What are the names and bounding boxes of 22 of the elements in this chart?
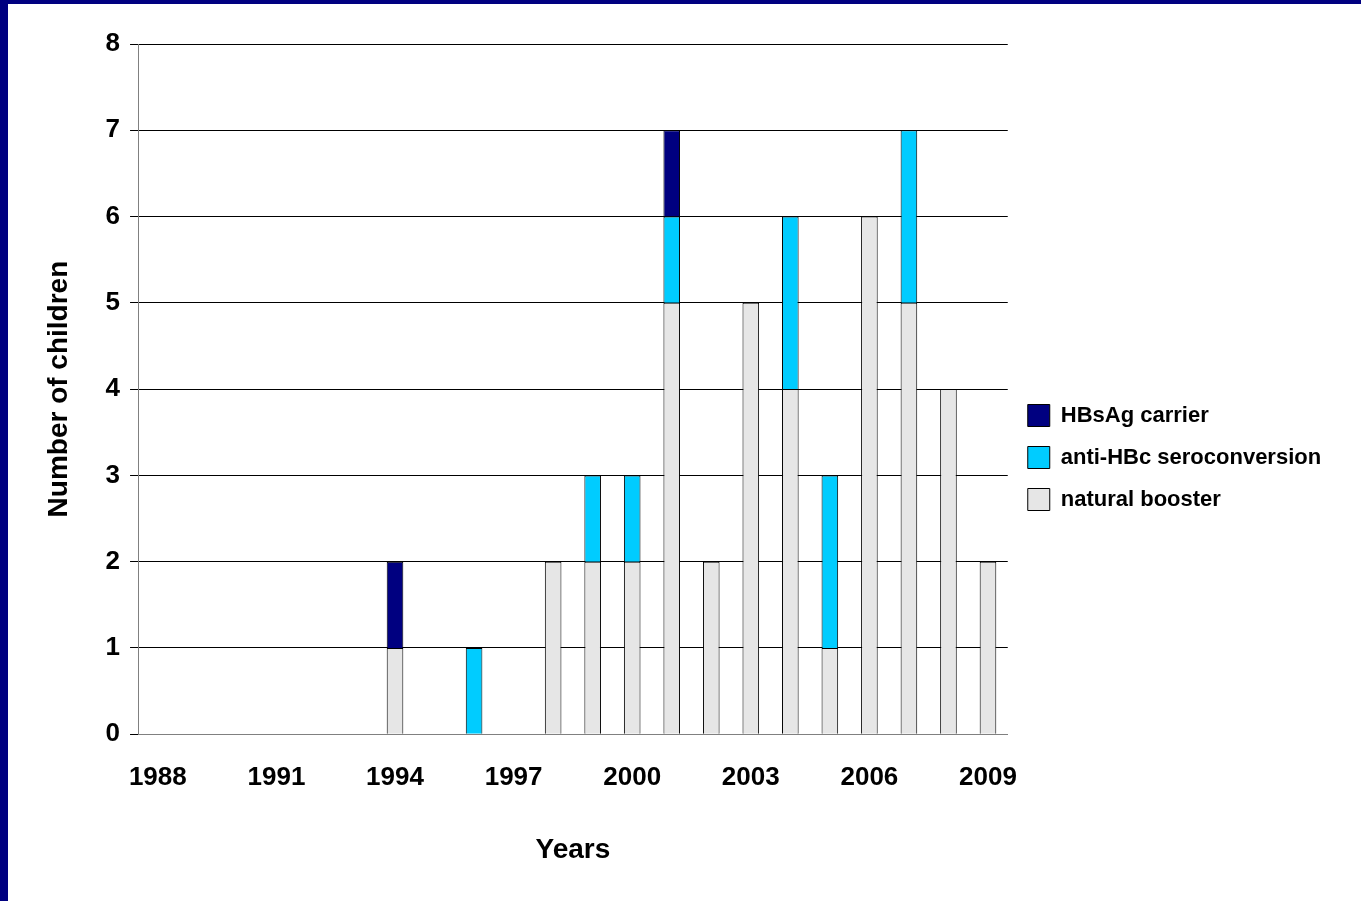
- x-tick-label: 1988: [128, 760, 187, 791]
- y-tick-label: 5: [105, 286, 121, 316]
- y-tick-label: 1: [105, 631, 121, 662]
- y-axis-title: Number of children: [41, 260, 73, 518]
- x-axis-title: Years: [535, 832, 611, 864]
- legend-label: anti-HBc seroconversion: [1060, 443, 1322, 469]
- y-tick-label: 4: [105, 372, 121, 403]
- legend-label: natural booster: [1060, 485, 1222, 511]
- y-tick-label: 8: [105, 27, 121, 58]
- x-tick-label: 1997: [484, 760, 543, 791]
- x-tick-label: 1994: [366, 760, 425, 791]
- x-tick-label: 1991: [247, 760, 306, 791]
- x-tick-label: 2000: [603, 760, 662, 791]
- y-tick-label: 0: [105, 717, 121, 748]
- legend-label: HBsAg carrier: [1060, 401, 1210, 427]
- y-tick-label: 2: [105, 544, 121, 575]
- x-tick-label: 2006: [840, 760, 899, 791]
- x-tick-label: 2003: [721, 760, 780, 791]
- y-tick-label: 6: [105, 199, 121, 230]
- y-tick-label: 3: [105, 458, 121, 489]
- y-tick-label: 7: [105, 113, 121, 144]
- x-tick-label: 2009: [959, 760, 1017, 791]
